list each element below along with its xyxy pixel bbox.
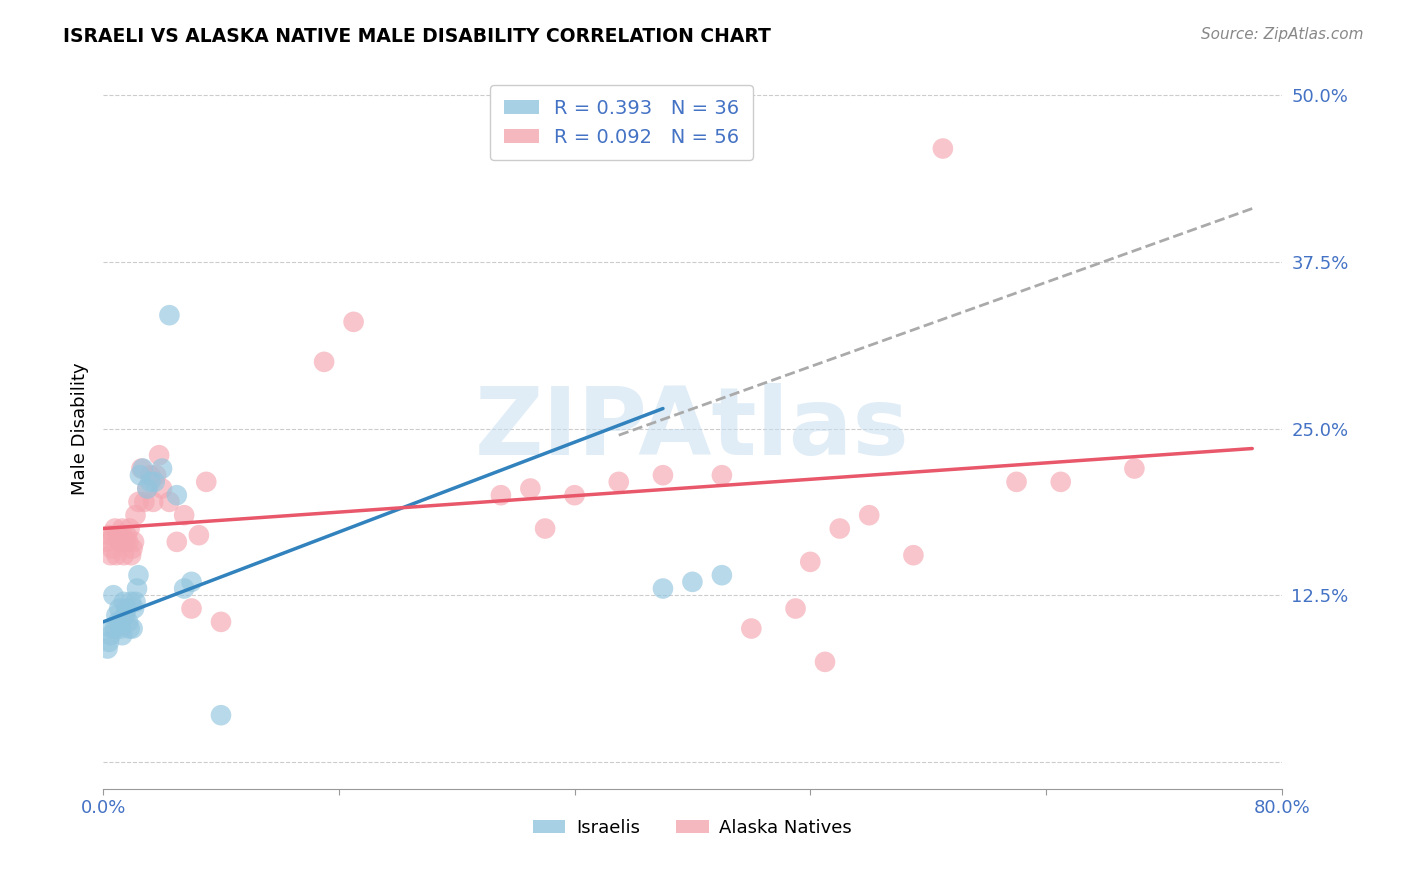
Point xyxy=(159,308,181,322)
Point xyxy=(903,548,925,562)
Point xyxy=(814,655,837,669)
Point xyxy=(105,608,128,623)
Point xyxy=(96,641,118,656)
Point xyxy=(115,601,138,615)
Point xyxy=(342,315,364,329)
Point xyxy=(1123,461,1146,475)
Point xyxy=(314,355,336,369)
Point xyxy=(519,482,541,496)
Point xyxy=(96,534,118,549)
Point xyxy=(101,541,124,556)
Point xyxy=(110,534,132,549)
Point xyxy=(111,522,134,536)
Legend: Israelis, Alaska Natives: Israelis, Alaska Natives xyxy=(526,812,859,845)
Point xyxy=(139,475,162,489)
Point xyxy=(129,468,152,483)
Text: ISRAELI VS ALASKA NATIVE MALE DISABILITY CORRELATION CHART: ISRAELI VS ALASKA NATIVE MALE DISABILITY… xyxy=(63,27,770,45)
Point xyxy=(104,622,127,636)
Point xyxy=(143,475,166,489)
Point xyxy=(114,534,136,549)
Point xyxy=(120,595,142,609)
Point xyxy=(110,622,132,636)
Point xyxy=(710,568,733,582)
Point xyxy=(159,495,181,509)
Point xyxy=(107,615,129,629)
Point xyxy=(166,488,188,502)
Point xyxy=(489,488,512,502)
Point xyxy=(209,708,232,723)
Point xyxy=(132,461,155,475)
Point xyxy=(785,601,807,615)
Point xyxy=(534,522,557,536)
Point xyxy=(112,548,135,562)
Point xyxy=(98,528,121,542)
Y-axis label: Male Disability: Male Disability xyxy=(72,362,89,495)
Point xyxy=(122,601,145,615)
Point xyxy=(828,522,851,536)
Point xyxy=(145,468,167,483)
Point xyxy=(173,582,195,596)
Point xyxy=(195,475,218,489)
Point xyxy=(150,461,173,475)
Point xyxy=(564,488,586,502)
Point xyxy=(180,574,202,589)
Text: Source: ZipAtlas.com: Source: ZipAtlas.com xyxy=(1201,27,1364,42)
Point xyxy=(104,522,127,536)
Point xyxy=(103,528,125,542)
Point xyxy=(180,601,202,615)
Point xyxy=(740,622,762,636)
Point xyxy=(117,615,139,629)
Point xyxy=(142,495,165,509)
Point xyxy=(120,548,142,562)
Point xyxy=(115,528,138,542)
Point xyxy=(112,595,135,609)
Point xyxy=(858,508,880,523)
Point xyxy=(118,622,141,636)
Point xyxy=(98,635,121,649)
Point xyxy=(124,508,146,523)
Point xyxy=(681,574,703,589)
Point xyxy=(108,601,131,615)
Point xyxy=(1005,475,1028,489)
Point xyxy=(101,622,124,636)
Point xyxy=(1049,475,1071,489)
Point xyxy=(652,468,675,483)
Point xyxy=(125,582,148,596)
Point xyxy=(108,528,131,542)
Point xyxy=(173,508,195,523)
Point xyxy=(107,528,129,542)
Point xyxy=(187,528,209,542)
Point xyxy=(150,482,173,496)
Point xyxy=(136,482,159,496)
Point xyxy=(652,582,675,596)
Point xyxy=(136,482,159,496)
Point xyxy=(124,595,146,609)
Point xyxy=(114,608,136,623)
Point xyxy=(710,468,733,483)
Point xyxy=(117,534,139,549)
Point xyxy=(209,615,232,629)
Point xyxy=(139,468,162,483)
Point xyxy=(100,548,122,562)
Point xyxy=(607,475,630,489)
Point xyxy=(127,568,149,582)
Point xyxy=(121,622,143,636)
Point xyxy=(932,142,955,156)
Point xyxy=(127,495,149,509)
Text: ZIPAtlas: ZIPAtlas xyxy=(475,383,910,475)
Point xyxy=(131,461,153,475)
Point xyxy=(134,495,156,509)
Point xyxy=(103,588,125,602)
Point xyxy=(122,534,145,549)
Point xyxy=(105,548,128,562)
Point xyxy=(799,555,821,569)
Point xyxy=(118,522,141,536)
Point xyxy=(111,628,134,642)
Point xyxy=(100,628,122,642)
Point xyxy=(121,541,143,556)
Point xyxy=(148,448,170,462)
Point xyxy=(166,534,188,549)
